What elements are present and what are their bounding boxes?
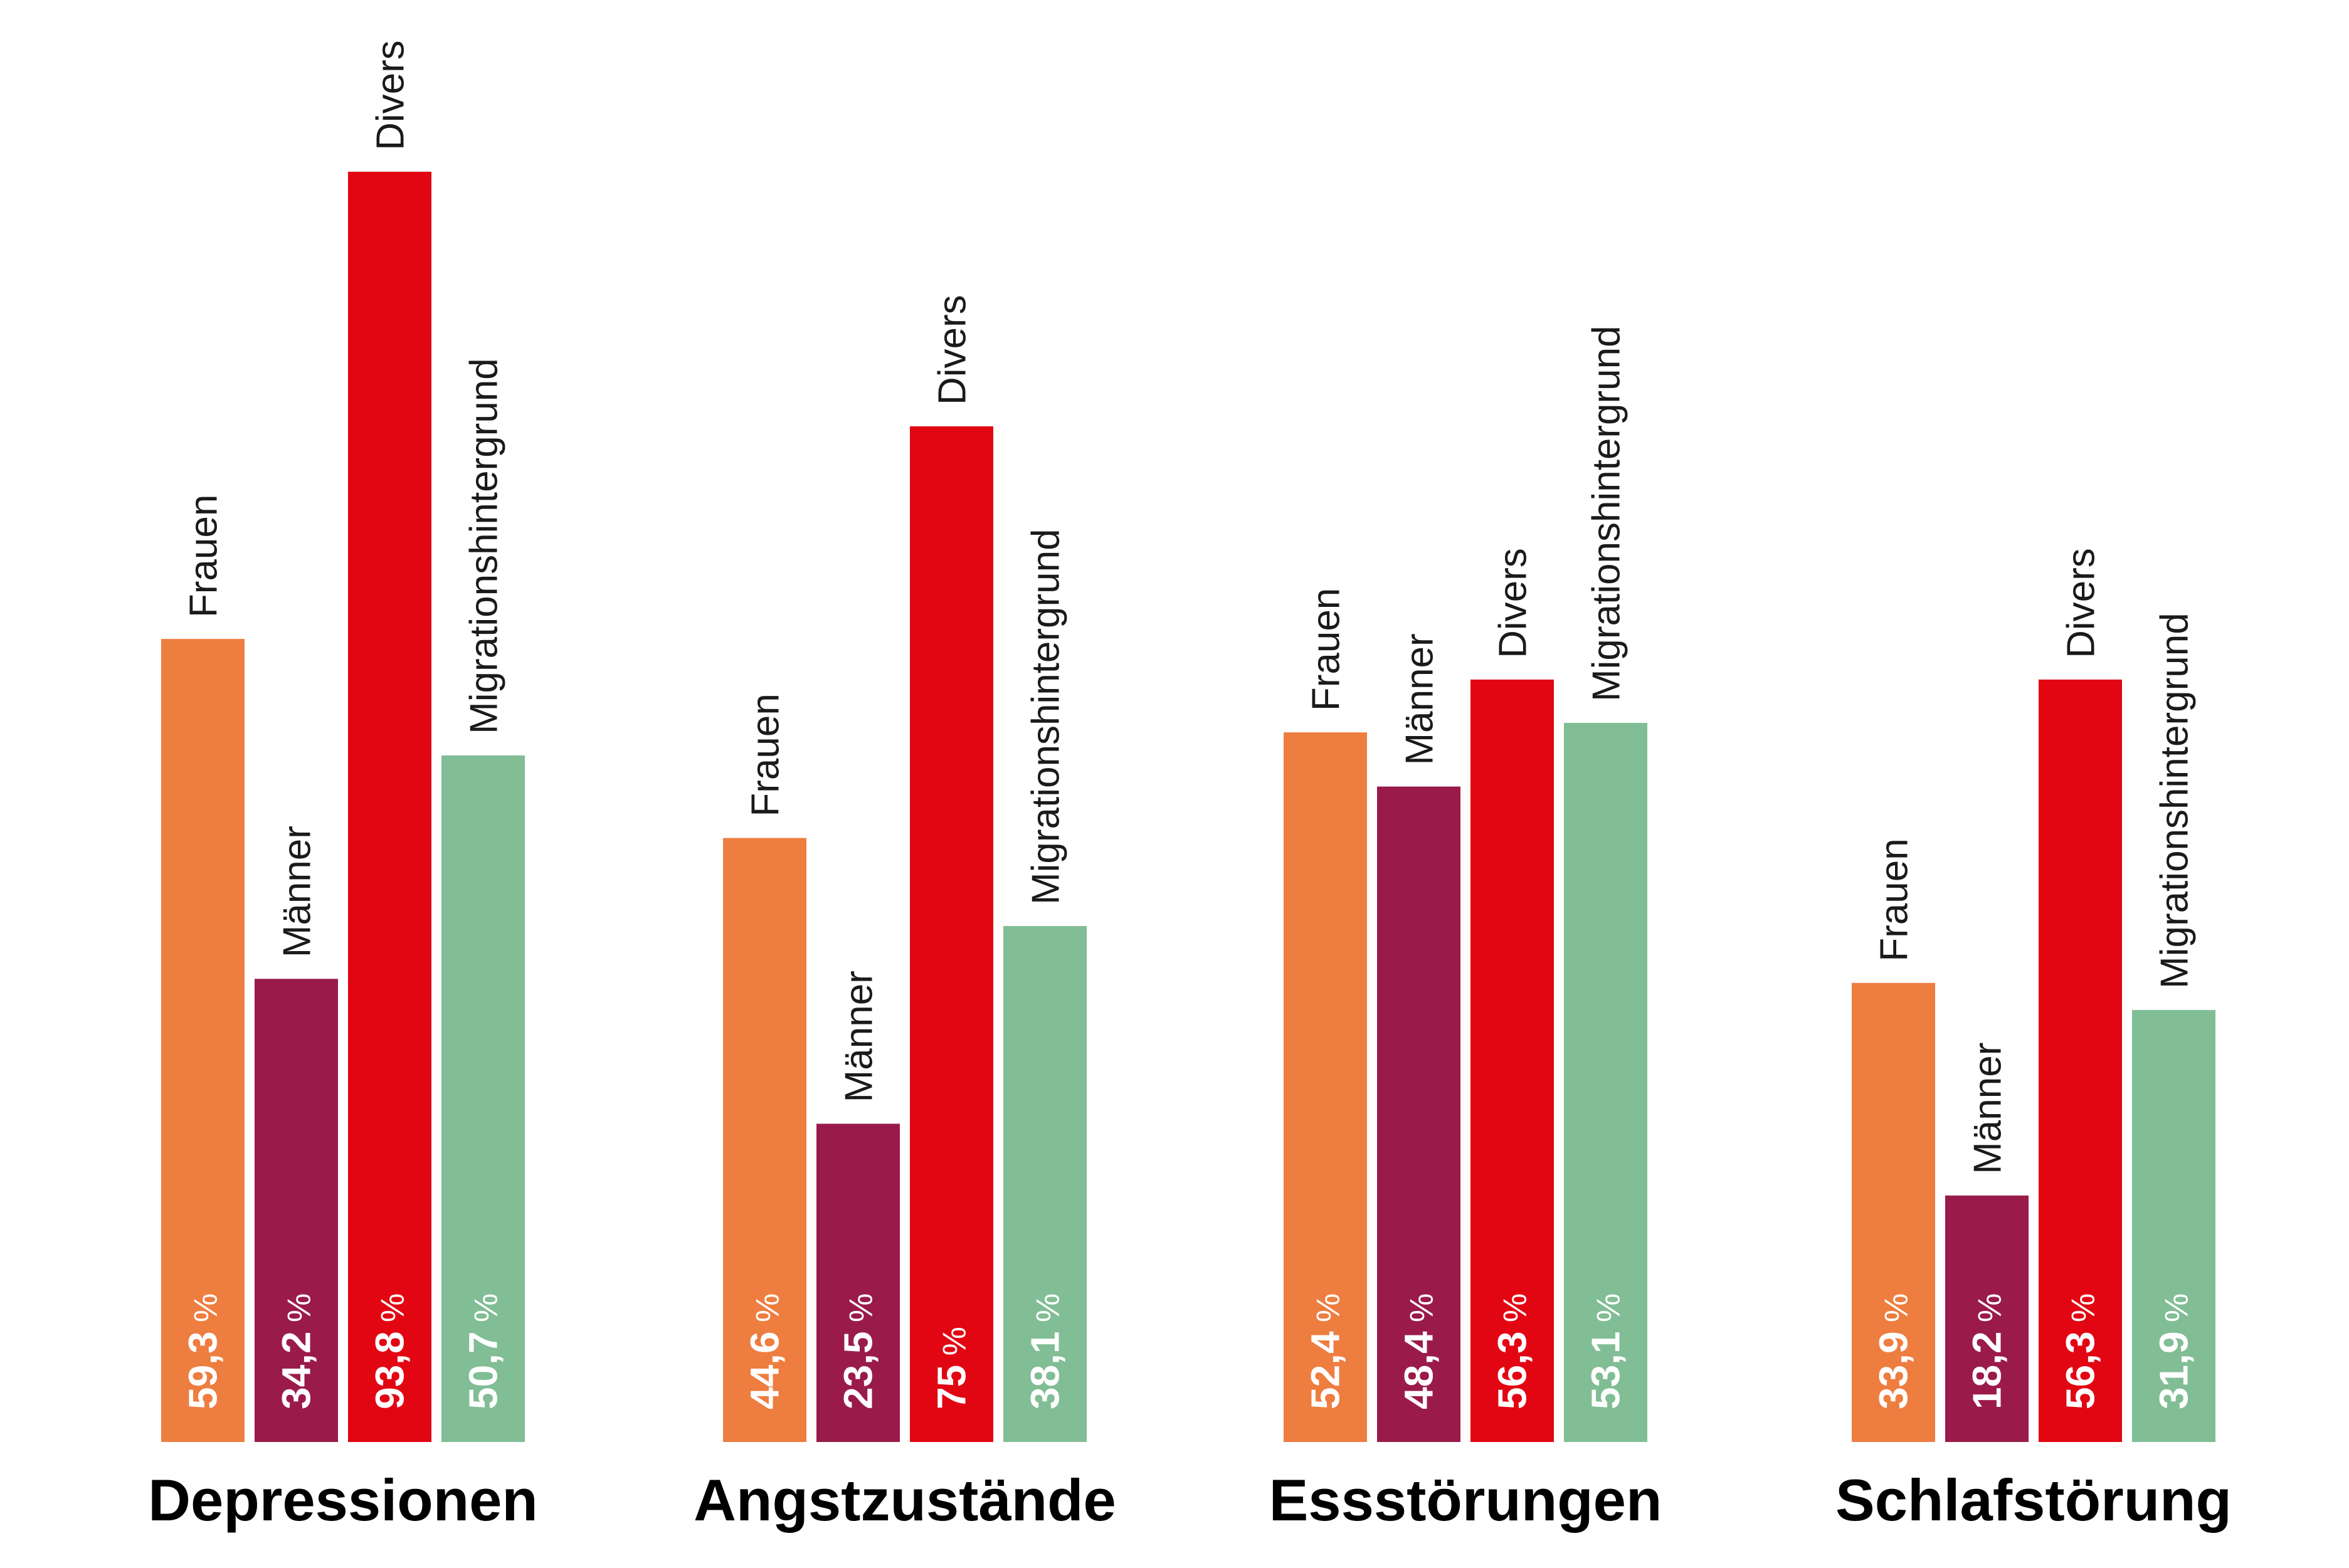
- series-label-essstörungen-frauen: Frauen: [1305, 588, 1348, 711]
- value-label-schlafstörung-männer: 18,2 %: [1965, 1293, 2010, 1409]
- bar-essstörungen-frauen: [1284, 732, 1367, 1442]
- bar-schlafstörung-divers: [2039, 679, 2122, 1442]
- bars-layer: [161, 171, 2215, 1442]
- series-label-depressionen-migrationshintergrund: Migrationshintergrund: [463, 358, 506, 734]
- series-label-angstzustände-frauen: Frauen: [744, 693, 788, 816]
- value-label-essstörungen-frauen: 52,4 %: [1303, 1293, 1348, 1409]
- value-label-depressionen-divers: 93,8 %: [367, 1293, 413, 1409]
- value-label-angstzustände-divers: 75 %: [929, 1327, 974, 1409]
- category-label-angstzustände: Angstzustände: [694, 1467, 1116, 1533]
- series-label-depressionen-frauen: Frauen: [182, 495, 226, 618]
- value-label-angstzustände-migrationshintergrund: 38,1 %: [1023, 1293, 1068, 1409]
- value-label-schlafstörung-divers: 56,3 %: [2058, 1293, 2103, 1409]
- bar-essstörungen-migrationshintergrund: [1564, 723, 1647, 1442]
- value-label-depressionen-frauen: 59,3 %: [181, 1293, 226, 1409]
- series-label-angstzustände-divers: Divers: [931, 295, 974, 405]
- value-label-essstörungen-migrationshintergrund: 53,1 %: [1583, 1293, 1628, 1409]
- bar-essstörungen-männer: [1377, 786, 1460, 1442]
- series-label-essstörungen-migrationshintergrund: Migrationshintergrund: [1585, 325, 1628, 702]
- bar-angstzustände-frauen: [723, 838, 806, 1442]
- bar-angstzustände-migrationshintergrund: [1003, 926, 1087, 1442]
- series-label-schlafstörung-divers: Divers: [2060, 548, 2103, 658]
- series-label-essstörungen-männer: Männer: [1398, 633, 1442, 765]
- bar-depressionen-migrationshintergrund: [441, 755, 525, 1442]
- series-label-essstörungen-divers: Divers: [1492, 548, 1535, 658]
- value-label-depressionen-migrationshintergrund: 50,7 %: [461, 1293, 506, 1409]
- category-label-schlafstörung: Schlafstörung: [1835, 1467, 2232, 1533]
- bar-schlafstörung-frauen: [1852, 982, 1935, 1442]
- series-label-schlafstörung-frauen: Frauen: [1873, 838, 1916, 961]
- bar-schlafstörung-migrationshintergrund: [2132, 1009, 2215, 1442]
- category-label-essstörungen: Essstörungen: [1269, 1467, 1662, 1533]
- series-label-depressionen-divers: Divers: [369, 40, 413, 150]
- bar-angstzustände-divers: [910, 426, 993, 1442]
- series-label-schlafstörung-migrationshintergrund: Migrationshintergrund: [2153, 613, 2197, 989]
- value-label-schlafstörung-migrationshintergrund: 31,9 %: [2151, 1293, 2197, 1409]
- bar-angstzustände-männer: [816, 1123, 900, 1442]
- series-label-schlafstörung-männer: Männer: [1966, 1043, 2010, 1174]
- value-label-angstzustände-männer: 23,5 %: [836, 1293, 881, 1409]
- bar-schlafstörung-männer: [1945, 1195, 2029, 1442]
- bar-depressionen-männer: [255, 979, 338, 1442]
- category-label-depressionen: Depressionen: [148, 1467, 538, 1533]
- bar-essstörungen-divers: [1470, 679, 1554, 1442]
- labels-layer: 59,3 % Frauen 34,2 % Männer 93,8 % Divers 50,7…: [148, 40, 2232, 1533]
- value-label-depressionen-männer: 34,2 %: [274, 1293, 319, 1409]
- series-label-angstzustände-migrationshintergrund: Migrationshintergrund: [1025, 529, 1068, 905]
- series-label-angstzustände-männer: Männer: [838, 971, 881, 1102]
- bar-depressionen-frauen: [161, 639, 245, 1442]
- bar-depressionen-divers: [348, 171, 431, 1442]
- value-label-angstzustände-frauen: 44,6 %: [742, 1293, 788, 1409]
- value-label-essstörungen-männer: 48,4 %: [1396, 1293, 1442, 1409]
- series-label-depressionen-männer: Männer: [276, 826, 319, 957]
- value-label-essstörungen-divers: 56,3 %: [1490, 1293, 1535, 1409]
- value-label-schlafstörung-frauen: 33,9 %: [1871, 1293, 1916, 1409]
